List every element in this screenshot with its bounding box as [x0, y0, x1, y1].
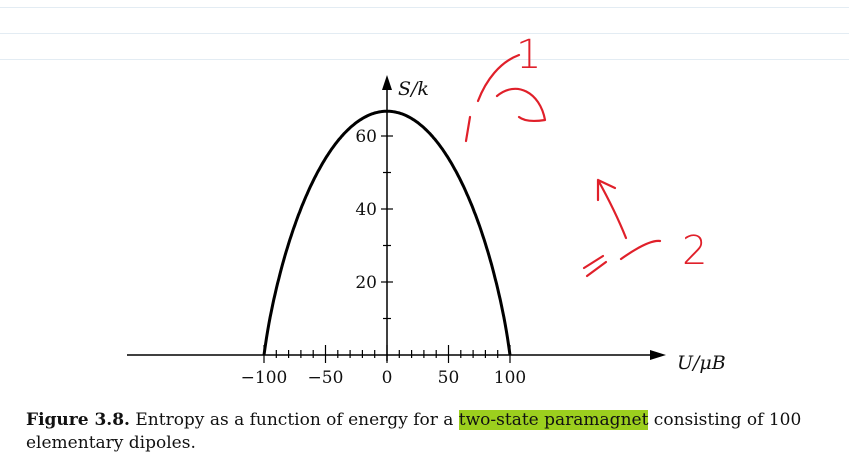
arrow-1 [495, 87, 547, 123]
ruled-line-3 [0, 59, 849, 60]
y-tick-label: 20 [355, 273, 377, 293]
leader-line-1 [476, 53, 521, 103]
figure-label: Figure 3.8. [26, 410, 130, 430]
y-tick-label: 60 [355, 127, 377, 147]
ruled-line-2 [0, 33, 849, 34]
x-tick-label: −100 [241, 368, 288, 388]
x-axis-label: U/μB [677, 352, 726, 374]
caption-text-before: Entropy as a function of energy for a [129, 410, 459, 430]
x-axis-arrow [650, 350, 666, 360]
caption-text-after: consisting of 100 elementary dipoles. [26, 410, 802, 453]
entropy-curve [262, 109, 512, 356]
y-tick-label: 40 [355, 200, 377, 220]
handwritten-annotations: 12 [464, 32, 707, 278]
x-tick-label: 50 [438, 368, 460, 388]
curve-mark-1 [464, 115, 472, 143]
x-tick-label: −50 [308, 368, 344, 388]
x-tick-label: 0 [382, 368, 393, 388]
leader-line-2 [619, 239, 662, 261]
figure-caption: Figure 3.8. Entropy as a function of ene… [26, 409, 836, 455]
curve-mark-2b [582, 254, 605, 270]
ruled-line-1 [0, 7, 849, 8]
tick-labels: −100 −50 0 50 100 20 40 60 [241, 127, 527, 388]
annotation-label-2: 2 [682, 228, 707, 274]
x-tick-label: 100 [494, 368, 526, 388]
y-axis-arrow [382, 75, 392, 90]
y-axis-label: S/k [398, 78, 429, 100]
arrow-2 [596, 178, 628, 240]
axes [127, 75, 666, 363]
annotation-label-1: 1 [516, 32, 541, 78]
curve-mark-2 [585, 260, 608, 278]
caption-highlight: two-state paramagnet [458, 410, 649, 430]
